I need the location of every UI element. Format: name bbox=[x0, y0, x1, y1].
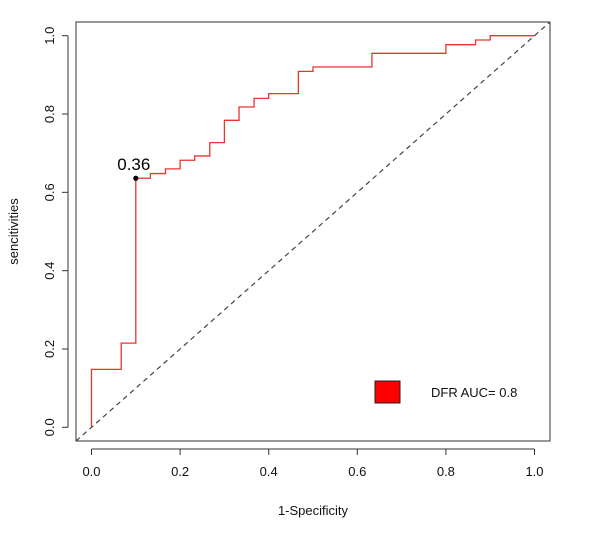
x-tick-label: 0.6 bbox=[348, 464, 366, 479]
y-tick-label: 0.4 bbox=[42, 262, 57, 280]
roc-curve-line bbox=[90, 35, 535, 428]
y-axis: 0.0 0.2 0.4 0.6 0.8 1.0 bbox=[42, 27, 69, 436]
y-tick-label: 0.8 bbox=[42, 105, 57, 123]
reference-diagonal-line bbox=[75, 21, 551, 442]
x-tick-label: 1.0 bbox=[525, 464, 543, 479]
legend-swatch bbox=[374, 380, 401, 404]
y-tick-label: 0.2 bbox=[42, 340, 57, 358]
x-axis-label: 1-Specificity bbox=[278, 503, 349, 518]
annotation-point bbox=[133, 175, 139, 181]
y-tick-label: 1.0 bbox=[42, 27, 57, 45]
plot-area bbox=[75, 21, 551, 442]
y-tick-label: 0.0 bbox=[42, 418, 57, 436]
x-tick-label: 0.2 bbox=[171, 464, 189, 479]
annotation-label: 0.36 bbox=[117, 155, 150, 174]
x-tick-label: 0.4 bbox=[260, 464, 278, 479]
y-axis-label: sencitivities bbox=[6, 198, 21, 265]
annotations: 0.36 bbox=[117, 155, 150, 181]
x-tick-label: 0.8 bbox=[437, 464, 455, 479]
y-tick-label: 0.6 bbox=[42, 183, 57, 201]
legend-label: DFR AUC= 0.8 bbox=[431, 385, 517, 400]
x-axis: 0.0 0.2 0.4 0.6 0.8 1.0 bbox=[82, 448, 544, 479]
x-tick-label: 0.0 bbox=[82, 464, 100, 479]
legend: DFR AUC= 0.8 bbox=[374, 380, 517, 404]
